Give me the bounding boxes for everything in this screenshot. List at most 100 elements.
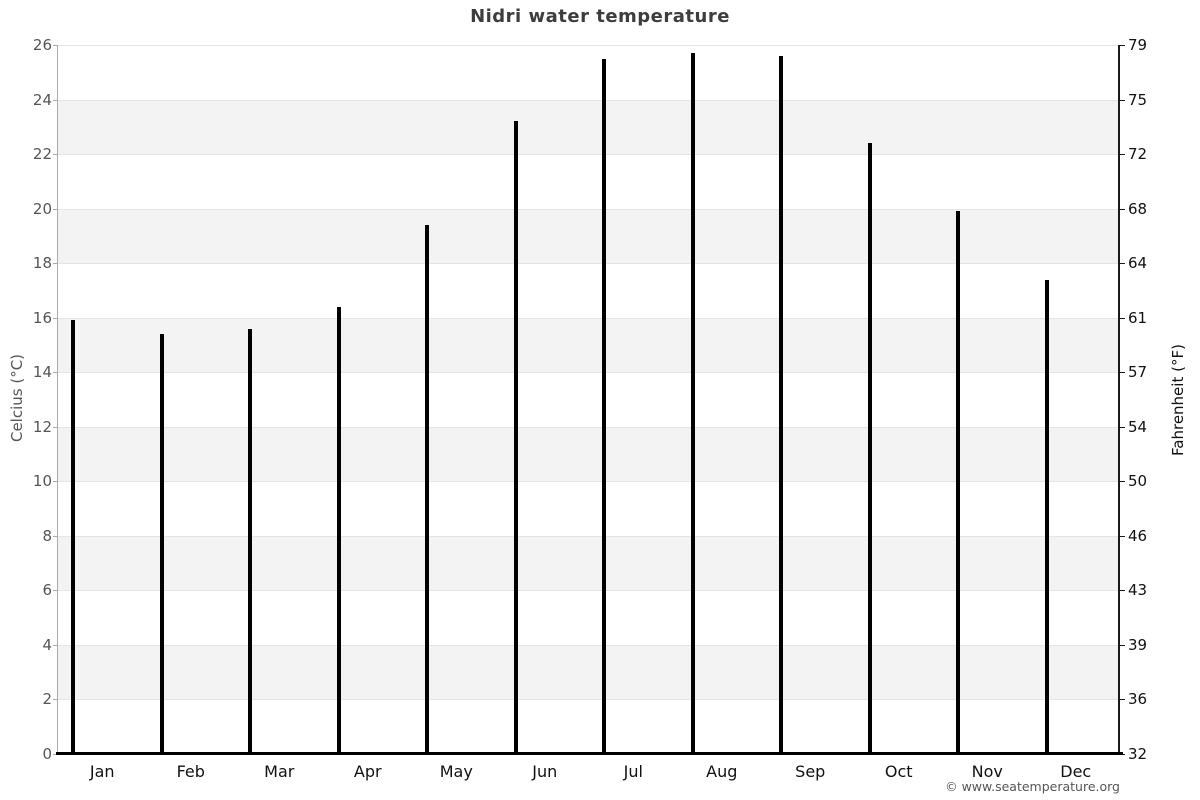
y-tick-mark (1119, 99, 1125, 101)
bar-mar (248, 328, 253, 754)
x-tick-label-may: May (439, 762, 473, 781)
gridline (58, 263, 1120, 265)
x-tick-label-jan: Jan (89, 762, 115, 781)
x-tick-label-nov: Nov (971, 762, 1003, 781)
y-tick-label-celsius: 20 (32, 199, 52, 218)
y-tick-mark (1119, 699, 1125, 701)
gridline (58, 99, 1120, 101)
y-tick-label-celsius: 26 (32, 36, 52, 54)
y-tick-label-celsius: 8 (42, 526, 52, 545)
y-tick-mark (53, 644, 58, 646)
x-tick-label-feb: Feb (176, 762, 205, 781)
background-band (58, 208, 1120, 264)
plot-area (58, 45, 1120, 754)
y-tick-mark (53, 317, 58, 319)
gridline (58, 426, 1120, 428)
background-band (58, 154, 1120, 209)
bar-nov (956, 211, 961, 754)
y-tick-label-fahrenheit: 39 (1128, 635, 1148, 654)
background-band (58, 45, 1120, 100)
y-tick-mark (1119, 426, 1125, 428)
y-tick-mark (53, 208, 58, 210)
bar-sep (779, 55, 784, 754)
chart-title: Nidri water temperature (470, 6, 730, 27)
y-tick-mark (1119, 535, 1125, 537)
gridline (58, 535, 1120, 537)
background-band (58, 426, 1120, 482)
y-tick-mark (1119, 590, 1125, 592)
x-tick-label-mar: Mar (264, 762, 295, 781)
background-band (58, 99, 1120, 155)
y-tick-mark (53, 426, 58, 428)
left-y-axis-line (57, 45, 58, 754)
y-tick-mark (53, 754, 58, 755)
y-tick-mark (1119, 263, 1125, 265)
y-tick-mark (1119, 372, 1125, 374)
bar-aug (690, 53, 695, 754)
x-tick-label-jun: Jun (532, 762, 558, 781)
y-tick-label-fahrenheit: 50 (1128, 472, 1148, 491)
background-band (58, 481, 1120, 536)
bar-jan (71, 320, 76, 754)
y-tick-label-celsius: 6 (42, 581, 52, 600)
y-tick-label-fahrenheit: 54 (1128, 417, 1148, 436)
y-tick-mark (53, 45, 58, 46)
y-tick-mark (1119, 154, 1125, 156)
y-tick-mark (53, 590, 58, 592)
x-tick-label-sep: Sep (795, 762, 826, 781)
bar-oct (867, 143, 872, 754)
x-tick-label-jul: Jul (623, 762, 643, 781)
y-tick-label-fahrenheit: 36 (1128, 690, 1148, 709)
y-tick-label-celsius: 0 (42, 745, 52, 763)
y-tick-label-fahrenheit: 32 (1128, 745, 1148, 763)
y-tick-mark (53, 372, 58, 374)
y-tick-label-fahrenheit: 57 (1128, 363, 1148, 382)
y-tick-label-celsius: 12 (32, 417, 52, 436)
background-band (58, 535, 1120, 591)
y-tick-mark (1119, 644, 1125, 646)
background-band (58, 317, 1120, 373)
y-tick-mark (1119, 208, 1125, 210)
y-tick-mark (53, 481, 58, 483)
y-tick-mark (53, 99, 58, 101)
y-tick-label-fahrenheit: 46 (1128, 526, 1148, 545)
x-tick-label-apr: Apr (353, 762, 382, 781)
left-y-axis-title: Celcius (°C) (8, 353, 26, 443)
y-tick-label-fahrenheit: 43 (1128, 581, 1148, 600)
y-tick-label-fahrenheit: 75 (1128, 90, 1148, 109)
y-tick-label-fahrenheit: 64 (1128, 254, 1148, 273)
x-tick-label-aug: Aug (706, 762, 738, 781)
bar-jun (513, 121, 518, 754)
background-band (58, 644, 1120, 700)
copyright-watermark: © www.seatemperature.org (945, 779, 1120, 794)
background-band (58, 590, 1120, 645)
x-tick-label-dec: Dec (1060, 762, 1092, 781)
y-tick-label-fahrenheit: 61 (1128, 308, 1148, 327)
y-tick-label-celsius: 14 (32, 363, 52, 382)
bar-jul (602, 58, 607, 754)
x-tick-label-oct: Oct (884, 762, 913, 781)
background-band (58, 372, 1120, 427)
bar-apr (336, 306, 341, 754)
y-tick-mark (1119, 45, 1125, 46)
y-tick-label-celsius: 18 (32, 254, 52, 273)
gridline (58, 590, 1120, 592)
y-tick-label-celsius: 22 (32, 145, 52, 164)
bar-may (425, 224, 430, 754)
y-tick-mark (53, 154, 58, 156)
y-tick-label-fahrenheit: 72 (1128, 145, 1148, 164)
background-band (58, 699, 1120, 754)
right-y-axis-line (1118, 45, 1120, 754)
gridline (58, 208, 1120, 210)
y-tick-mark (53, 263, 58, 265)
y-tick-label-celsius: 16 (32, 308, 52, 327)
gridline (58, 372, 1120, 374)
bar-feb (159, 334, 164, 754)
y-tick-label-celsius: 4 (42, 635, 52, 654)
y-tick-mark (53, 535, 58, 537)
gridline (58, 45, 1120, 46)
gridline (58, 481, 1120, 483)
y-tick-label-celsius: 24 (32, 90, 52, 109)
y-tick-mark (1119, 481, 1125, 483)
bar-dec (1044, 279, 1049, 754)
